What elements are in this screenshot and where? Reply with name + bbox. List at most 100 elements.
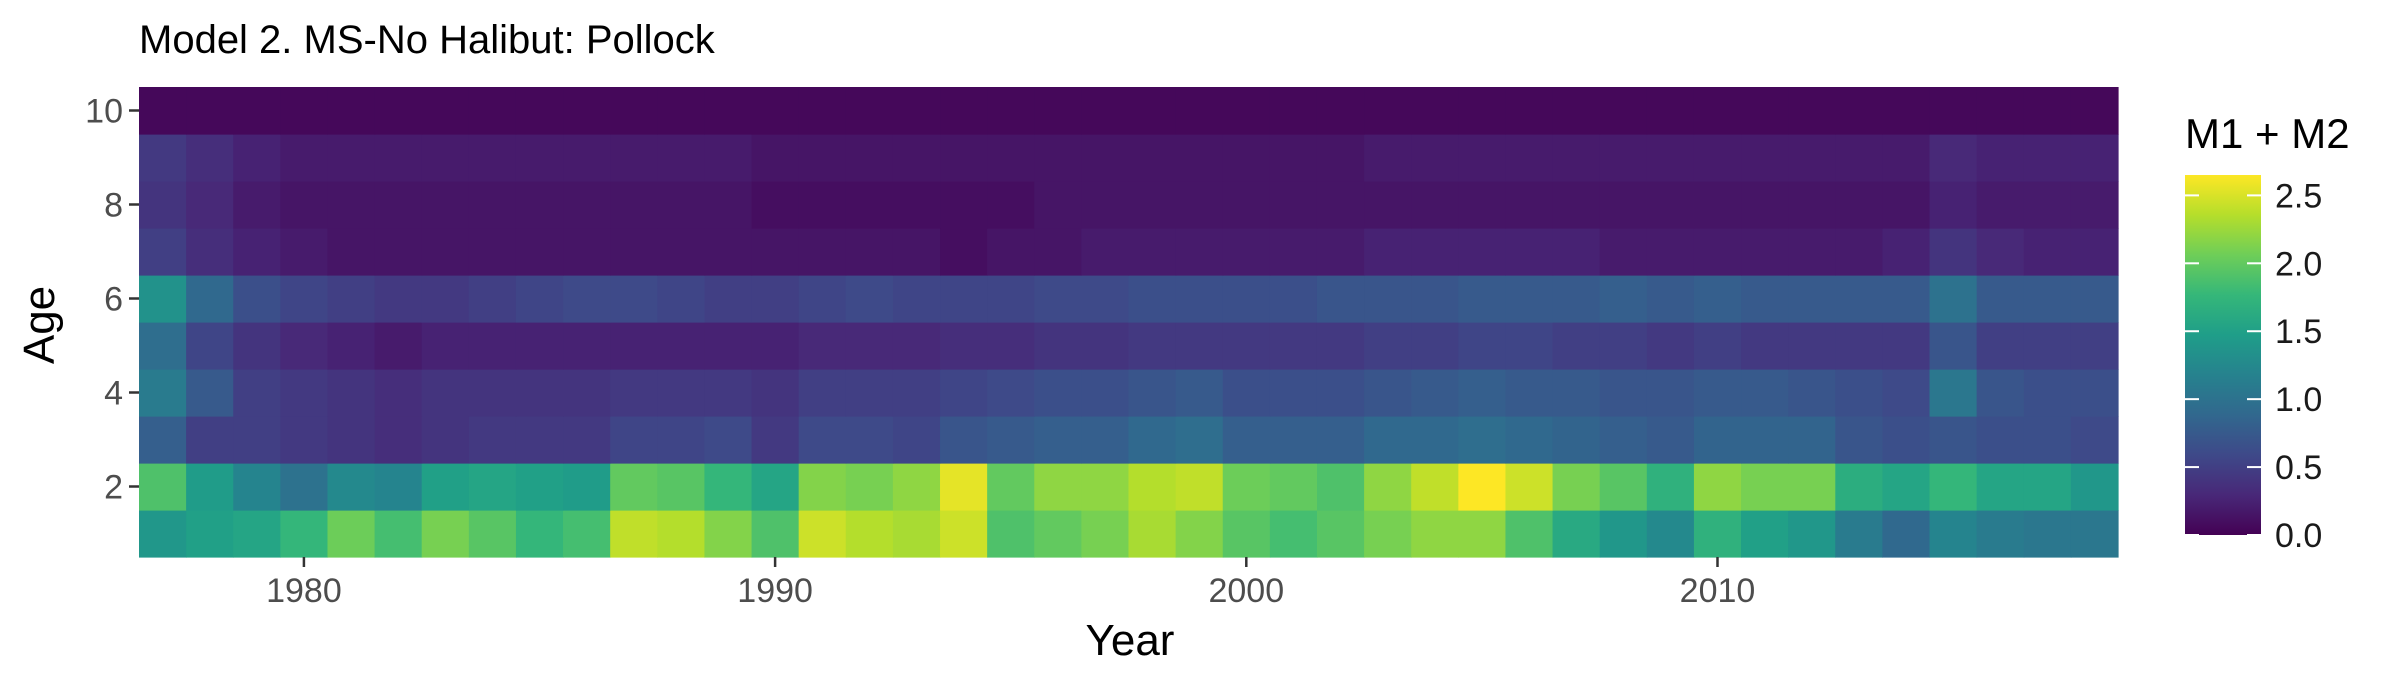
heatmap-cell (280, 416, 329, 464)
heatmap-cell (139, 416, 187, 464)
heatmap-cell (280, 322, 329, 370)
heatmap-cell (1693, 416, 1742, 464)
heatmap-cell (1552, 87, 1601, 135)
heatmap-cell (704, 416, 753, 464)
heatmap-cell (1835, 416, 1884, 464)
heatmap-cell (468, 87, 517, 135)
heatmap-cell (1128, 463, 1177, 511)
heatmap-cell (1599, 369, 1648, 417)
heatmap-cell (2070, 463, 2119, 511)
heatmap-cell (1269, 134, 1318, 182)
heatmap-cell (563, 322, 611, 370)
heatmap-cell (280, 228, 329, 276)
heatmap-cell (139, 510, 187, 558)
heatmap-cell (186, 416, 234, 464)
heatmap-cell (1599, 463, 1648, 511)
heatmap-cell (1835, 181, 1884, 229)
heatmap-cell (1976, 463, 2025, 511)
heatmap-cell (798, 181, 847, 229)
heatmap-cell (1693, 181, 1742, 229)
heatmap-cell (751, 134, 800, 182)
heatmap-cell (1316, 228, 1365, 276)
heatmap-cell (1929, 463, 1978, 511)
heatmap-cell (1976, 87, 2025, 135)
heatmap-cell (1364, 87, 1412, 135)
heatmap-cell (1128, 275, 1177, 323)
legend: M1 + M2 0.0 0.5 1.0 1.5 2.0 2.5 (2185, 110, 2350, 555)
heatmap-cell (1552, 510, 1601, 558)
heatmap-cell (892, 463, 941, 511)
heatmap-cell (233, 228, 281, 276)
heatmap-cell (2070, 275, 2119, 323)
heatmap-cell (987, 416, 1035, 464)
heatmap-cell (515, 369, 564, 417)
heatmap-cell (468, 510, 517, 558)
heatmap-cell (1552, 369, 1601, 417)
heatmap-cell (2023, 510, 2072, 558)
heatmap-cell (1788, 463, 1836, 511)
heatmap-cell (1458, 134, 1507, 182)
heatmap-cell (1646, 275, 1695, 323)
heatmap-cell (1081, 322, 1130, 370)
heatmap-cell (374, 87, 423, 135)
heatmap-cell (468, 134, 517, 182)
heatmap-cell (1788, 134, 1836, 182)
heatmap-cell (280, 369, 329, 417)
heatmap-cell (374, 510, 423, 558)
heatmap-cell (1741, 322, 1789, 370)
heatmap-cell (1788, 181, 1836, 229)
heatmap-cell (1269, 416, 1318, 464)
heatmap-cell (374, 134, 423, 182)
heatmap-cell (845, 181, 894, 229)
heatmap-cell (1081, 87, 1130, 135)
heatmap-cell (1505, 322, 1554, 370)
heatmap-cell (1458, 510, 1507, 558)
heatmap-cell (374, 463, 423, 511)
heatmap-cell (1411, 416, 1459, 464)
heatmap-cell (1552, 228, 1601, 276)
legend-tick-label: 0.0 (2275, 517, 2322, 555)
heatmap-cell (1929, 134, 1978, 182)
heatmap-cell (1269, 87, 1318, 135)
heatmap-cell (280, 181, 329, 229)
heatmap-cell (704, 322, 753, 370)
legend-ticks: 0.0 0.5 1.0 1.5 2.0 2.5 (2185, 177, 2322, 555)
heatmap-cell (233, 322, 281, 370)
heatmap-cell (657, 416, 706, 464)
heatmap-cell (186, 228, 234, 276)
heatmap-cell (374, 416, 423, 464)
heatmap-cell (798, 228, 847, 276)
heatmap-cell (1175, 463, 1224, 511)
heatmap-cell (1646, 510, 1695, 558)
heatmap-cell (657, 181, 706, 229)
x-tick-label: 2010 (1680, 572, 1756, 610)
heatmap-cell (563, 134, 611, 182)
heatmap-cell (139, 228, 187, 276)
heatmap-cell (657, 463, 706, 511)
heatmap-cell (1458, 87, 1507, 135)
heatmap-cell (1128, 416, 1177, 464)
heatmap-cell (892, 416, 941, 464)
y-tick-label: 6 (104, 281, 123, 319)
heatmap-cell (1034, 181, 1082, 229)
heatmap-cell (1034, 228, 1082, 276)
heatmap-cell (657, 87, 706, 135)
heatmap-cell (1269, 322, 1318, 370)
heatmap-cell (940, 228, 988, 276)
heatmap-cell (610, 134, 658, 182)
heatmap-cell (327, 322, 376, 370)
heatmap-cell (1929, 416, 1978, 464)
heatmap-cell (1222, 322, 1271, 370)
heatmap-cell (1458, 416, 1507, 464)
heatmap-cell (892, 87, 941, 135)
heatmap-cell (1175, 510, 1224, 558)
heatmap-cell (1505, 369, 1554, 417)
heatmap-cell (1411, 463, 1459, 511)
heatmap-cell (280, 463, 329, 511)
heatmap-cell (186, 87, 234, 135)
legend-tick-label: 1.5 (2275, 313, 2322, 351)
heatmap-cell (704, 228, 753, 276)
heatmap-cell (704, 181, 753, 229)
heatmap-cell (940, 322, 988, 370)
heatmap-cell (1316, 87, 1365, 135)
